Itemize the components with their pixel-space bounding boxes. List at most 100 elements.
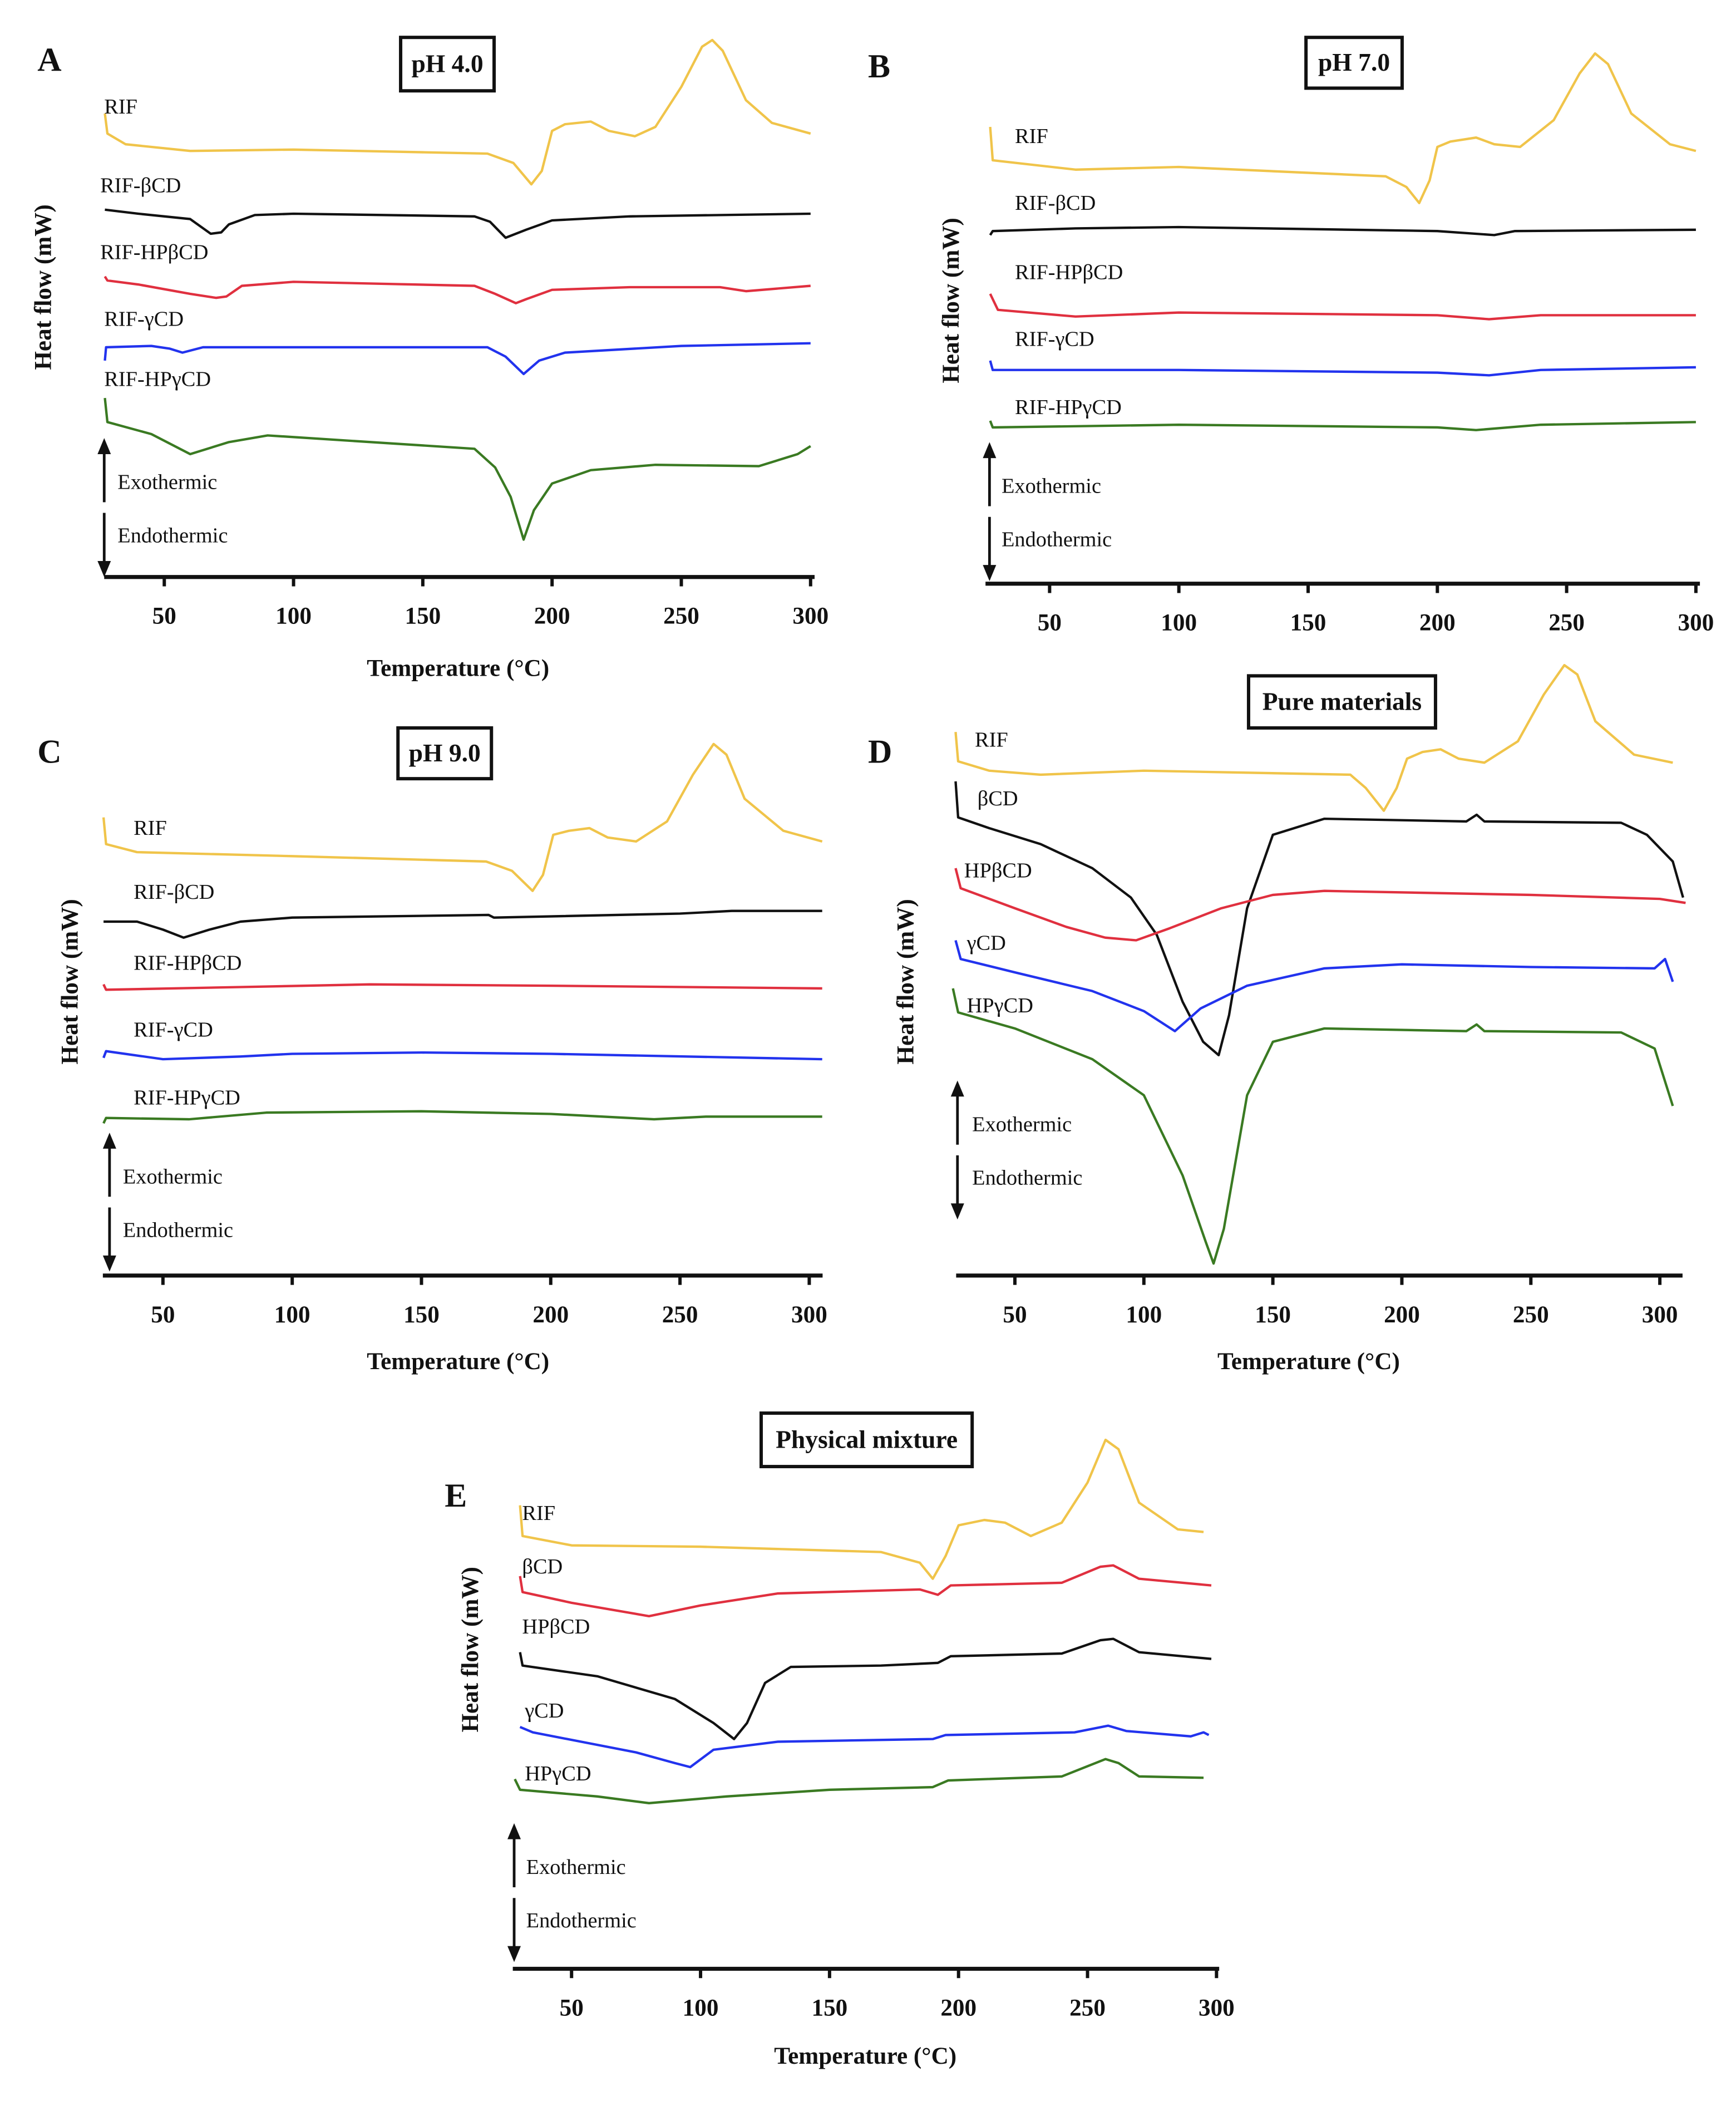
x-tick-label: 100: [683, 1995, 719, 2021]
x-tick-label: 300: [1678, 610, 1714, 636]
x-tick-label: 200: [940, 1995, 976, 2021]
series-label: RIF-HPβCD: [100, 241, 208, 264]
panel-d: D Pure materials Heat flow (mW) 50 100 150 200…: [868, 663, 1686, 1375]
panel-letter: B: [868, 48, 890, 85]
endothermic-label: Endothermic: [972, 1167, 1082, 1190]
series-label: RIF-HPβCD: [1015, 261, 1123, 284]
series-label: HPβCD: [964, 859, 1032, 883]
arrow-up-icon: [983, 442, 997, 459]
panel-e: E Physical mixture Heat flow (mW) 50 100 150 2…: [445, 1411, 1235, 2069]
series-line-rif-cd: [989, 225, 1696, 237]
x-tick-label: 150: [403, 1302, 440, 1328]
x-tick-label: 100: [274, 1302, 310, 1328]
series-label: RIF-γCD: [134, 1018, 213, 1041]
series-label: RIF-HPγCD: [1015, 396, 1122, 419]
y-axis-label: Heat flow (mW): [938, 218, 964, 383]
x-tick-label: 300: [791, 1302, 827, 1328]
panel-title: Pure materials: [1262, 687, 1422, 716]
arrow-up-icon: [97, 438, 111, 454]
x-tick-label: 300: [1199, 1995, 1235, 2021]
series-label: γCD: [524, 1699, 564, 1723]
y-axis-label: Heat flow (mW): [893, 899, 919, 1064]
series-line-rif-cd: [105, 208, 811, 239]
series-line-rif-hp-cd: [102, 983, 822, 991]
y-axis-label: Heat flow (mW): [30, 204, 56, 370]
x-tick-label: 150: [1255, 1302, 1291, 1328]
panel-letter: A: [37, 41, 61, 78]
title-box: [399, 36, 496, 93]
series-label: βCD: [978, 787, 1018, 810]
x-tick-label: 250: [1513, 1302, 1549, 1328]
series-line-rif-hp-cd: [989, 293, 1696, 321]
y-axis-label: Heat flow (mW): [457, 1567, 484, 1732]
exothermic-label: Exothermic: [972, 1113, 1072, 1136]
arrow-down-icon: [983, 565, 997, 581]
series-line--cd: [954, 939, 1674, 1032]
series-line-rif: [519, 1438, 1204, 1580]
exothermic-label: Exothermic: [1002, 475, 1101, 498]
series-line-hp-cd: [951, 988, 1674, 1265]
series-line--cd: [954, 781, 1684, 1057]
series-line-rif: [954, 663, 1673, 812]
exothermic-label: Exothermic: [117, 470, 217, 494]
x-tick-label: 150: [405, 603, 441, 629]
series-line-rif-hp-cd: [989, 420, 1696, 431]
series-label: RIF-HPβCD: [134, 951, 241, 975]
series-line-rif: [102, 742, 823, 892]
panel-letter: E: [445, 1477, 467, 1514]
series-line-hp-cd: [519, 1637, 1212, 1740]
series-line-rif-hp-cd: [103, 275, 811, 304]
series-line-hp-cd: [514, 1758, 1204, 1804]
series-line-rif-cd: [103, 342, 811, 376]
series-label: RIF-HPγCD: [134, 1086, 240, 1110]
series-label: HPγCD: [525, 1762, 591, 1785]
series-line-rif-cd: [989, 360, 1696, 377]
endothermic-label: Endothermic: [117, 524, 228, 547]
series-line-rif-cd: [102, 1050, 822, 1061]
x-tick-label: 50: [1038, 610, 1062, 636]
y-axis-label: Heat flow (mW): [57, 899, 83, 1064]
x-tick-label: 100: [275, 603, 312, 629]
series-label: HPβCD: [522, 1615, 590, 1639]
arrow-up-icon: [507, 1823, 521, 1839]
x-tick-label: 100: [1161, 610, 1197, 636]
x-tick-label: 300: [792, 603, 828, 629]
endothermic-label: Endothermic: [526, 1909, 637, 1932]
x-tick-label: 250: [1548, 610, 1585, 636]
series-label: RIF-γCD: [1015, 328, 1094, 351]
series-label: RIF: [1015, 125, 1048, 148]
panel-title: Physical mixture: [776, 1425, 958, 1453]
arrow-up-icon: [102, 1133, 116, 1149]
series-label: βCD: [522, 1555, 563, 1578]
x-tick-label: 200: [532, 1302, 569, 1328]
panel-letter: D: [868, 733, 892, 770]
x-tick-label: 50: [1003, 1302, 1027, 1328]
series-label: RIF-HPγCD: [104, 368, 211, 391]
series-line-hp-cd: [954, 868, 1686, 942]
x-axis-label: Temperature (°C): [367, 655, 549, 681]
series-label: RIF-βCD: [100, 174, 181, 198]
x-tick-label: 200: [534, 603, 570, 629]
series-label: RIF-γCD: [104, 308, 184, 331]
series-line-rif-cd: [103, 909, 822, 939]
x-axis-label: Temperature (°C): [1217, 1349, 1400, 1375]
series-line-rif-hp-cd: [103, 397, 811, 541]
series-line-rif: [989, 52, 1696, 204]
arrow-up-icon: [950, 1080, 964, 1097]
series-label: RIF: [522, 1502, 555, 1525]
x-tick-label: 200: [1419, 610, 1456, 636]
exothermic-label: Exothermic: [526, 1856, 626, 1879]
arrow-down-icon: [950, 1203, 964, 1220]
x-tick-label: 250: [1069, 1995, 1106, 2021]
endothermic-label: Endothermic: [1002, 528, 1112, 552]
x-tick-label: 50: [152, 603, 176, 629]
series-line--cd: [519, 1564, 1212, 1618]
x-tick-label: 250: [662, 1302, 698, 1328]
arrow-down-icon: [507, 1946, 521, 1962]
series-label: γCD: [966, 931, 1006, 954]
title-box: [396, 726, 494, 781]
x-tick-label: 50: [560, 1995, 584, 2021]
